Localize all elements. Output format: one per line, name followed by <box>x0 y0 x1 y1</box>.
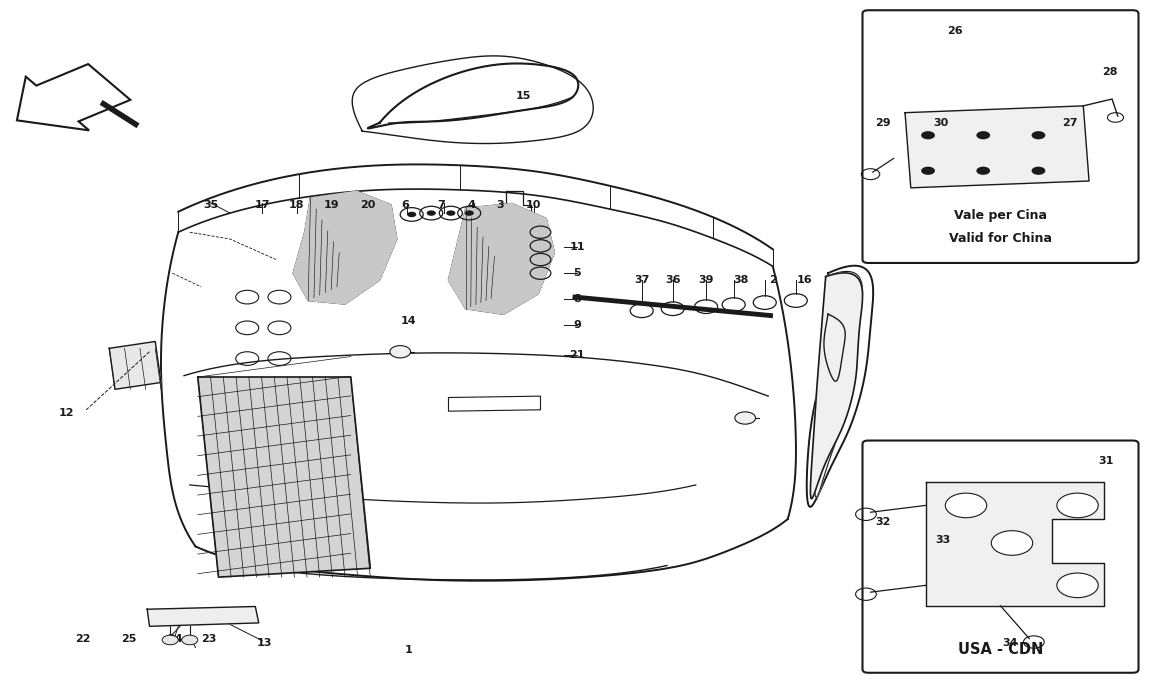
Text: 36: 36 <box>665 275 681 285</box>
Circle shape <box>1057 573 1098 598</box>
Circle shape <box>991 531 1033 555</box>
Text: 11: 11 <box>569 242 585 252</box>
Circle shape <box>945 493 987 518</box>
Circle shape <box>921 167 935 175</box>
Text: 34: 34 <box>1002 639 1018 648</box>
Text: 26: 26 <box>946 26 963 36</box>
Text: 29: 29 <box>875 118 891 128</box>
Text: 37: 37 <box>634 275 650 285</box>
Text: 25: 25 <box>121 634 137 643</box>
Text: 8: 8 <box>574 294 581 304</box>
Text: 15: 15 <box>515 91 531 100</box>
Text: 21: 21 <box>569 350 585 360</box>
Text: 13: 13 <box>256 639 273 648</box>
Polygon shape <box>198 377 370 577</box>
Text: 23: 23 <box>201 634 217 643</box>
Text: 12: 12 <box>59 408 75 418</box>
Text: 35: 35 <box>202 200 218 210</box>
Circle shape <box>1057 493 1098 518</box>
Text: 24: 24 <box>167 634 183 643</box>
Polygon shape <box>814 271 862 497</box>
FancyBboxPatch shape <box>862 441 1138 673</box>
Text: 38: 38 <box>733 275 749 285</box>
Text: 4: 4 <box>468 200 475 210</box>
Text: 18: 18 <box>289 200 305 210</box>
Text: 19: 19 <box>323 200 339 210</box>
Circle shape <box>735 412 756 424</box>
Text: 27: 27 <box>1061 118 1078 128</box>
Text: Vale per Cina: Vale per Cina <box>954 209 1046 222</box>
Text: 17: 17 <box>254 200 270 210</box>
Text: 30: 30 <box>933 118 949 128</box>
Circle shape <box>407 212 416 217</box>
Circle shape <box>1032 131 1045 139</box>
Polygon shape <box>811 273 862 499</box>
Circle shape <box>465 210 474 216</box>
Polygon shape <box>293 191 397 304</box>
Text: 28: 28 <box>1102 67 1118 76</box>
Text: 16: 16 <box>797 275 813 285</box>
Text: 14: 14 <box>400 316 416 326</box>
Text: 3: 3 <box>497 200 504 210</box>
Polygon shape <box>147 607 259 626</box>
Text: 10: 10 <box>526 200 542 210</box>
Polygon shape <box>448 204 554 314</box>
Polygon shape <box>926 482 1104 606</box>
Text: 2: 2 <box>769 275 776 285</box>
Text: 32: 32 <box>875 518 891 527</box>
Text: 33: 33 <box>935 535 951 544</box>
Polygon shape <box>17 64 130 130</box>
Circle shape <box>1032 167 1045 175</box>
Text: 22: 22 <box>75 634 91 643</box>
Circle shape <box>162 635 178 645</box>
Text: 7: 7 <box>438 200 445 210</box>
Text: 31: 31 <box>1098 456 1114 466</box>
Circle shape <box>427 210 436 216</box>
Text: 20: 20 <box>360 200 376 210</box>
Circle shape <box>976 131 990 139</box>
Polygon shape <box>905 106 1089 188</box>
Polygon shape <box>109 342 161 389</box>
Text: 9: 9 <box>574 320 581 330</box>
FancyBboxPatch shape <box>862 10 1138 263</box>
Circle shape <box>976 167 990 175</box>
Circle shape <box>390 346 411 358</box>
Text: Valid for China: Valid for China <box>949 232 1052 245</box>
Circle shape <box>182 635 198 645</box>
Text: 5: 5 <box>574 268 581 278</box>
Circle shape <box>446 210 455 216</box>
Text: 6: 6 <box>401 200 408 210</box>
Text: 39: 39 <box>698 275 714 285</box>
Text: 1: 1 <box>405 645 412 655</box>
Circle shape <box>921 131 935 139</box>
Text: USA - CDN: USA - CDN <box>958 642 1043 657</box>
